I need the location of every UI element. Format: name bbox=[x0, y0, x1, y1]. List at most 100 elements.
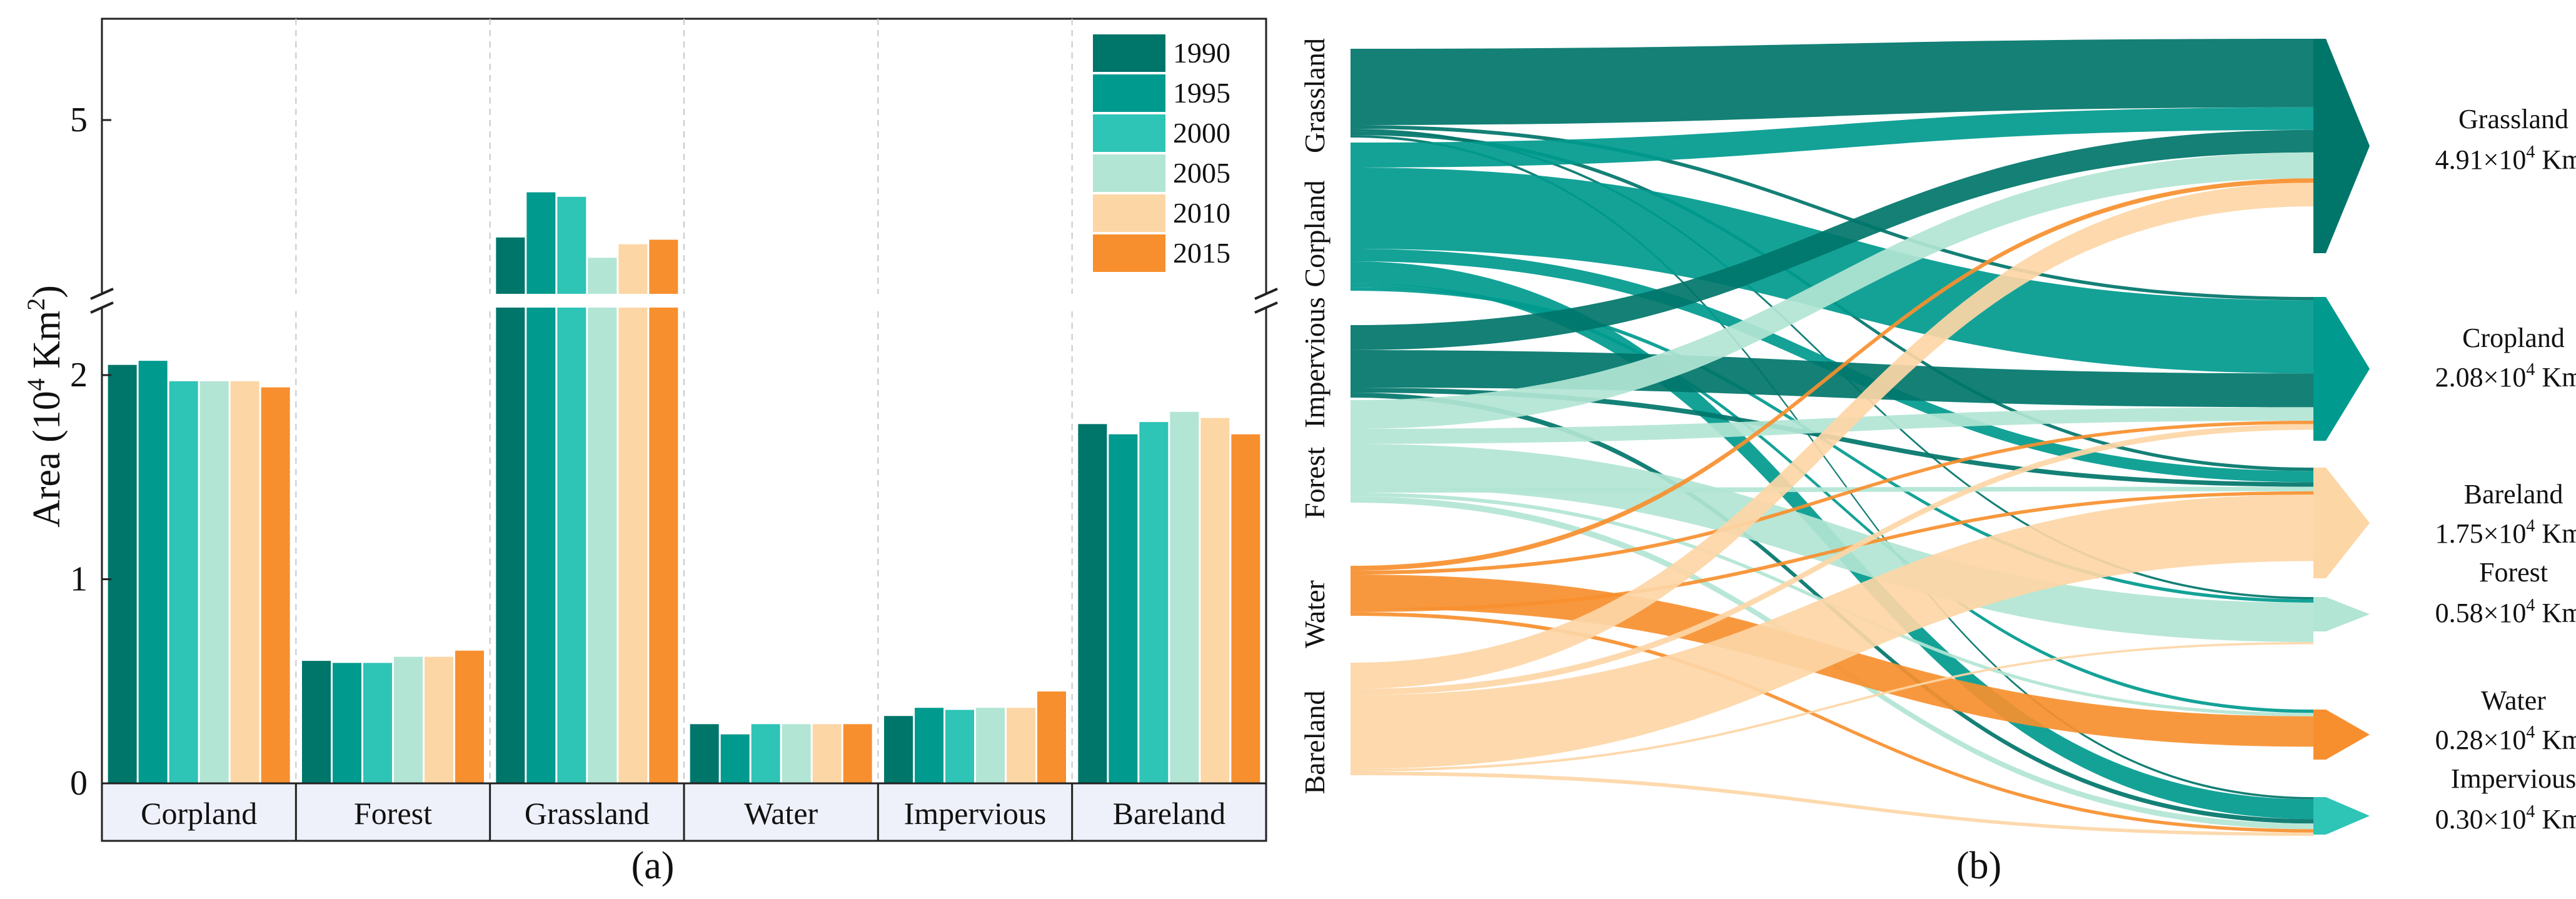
bar bbox=[618, 244, 648, 783]
bar bbox=[1170, 411, 1199, 783]
legend-swatch bbox=[1093, 34, 1165, 72]
bar bbox=[884, 716, 913, 783]
sankey-flow bbox=[1351, 642, 2313, 771]
axis-break-mark-left-2 bbox=[90, 301, 114, 314]
bar bbox=[1037, 691, 1066, 783]
bar-series bbox=[108, 192, 1260, 784]
legend-swatch bbox=[1093, 74, 1165, 112]
sankey-source-label: Forest bbox=[1299, 447, 1331, 519]
legend-swatch bbox=[1093, 194, 1165, 232]
bar bbox=[169, 381, 198, 783]
y-axis-label: Area (104 Km2) bbox=[22, 285, 68, 528]
sankey-target-label: Forest bbox=[2479, 557, 2548, 588]
sankey-flow bbox=[1351, 612, 2313, 833]
legend-label: 2015 bbox=[1173, 237, 1230, 269]
bar-chart-panel: Corpland Forest Grassland Water Impervious Ba… bbox=[22, 18, 1278, 887]
sankey-target-value: 4.91×104 Km2 bbox=[2435, 143, 2576, 175]
sankey-target-labels: Grassland 4.91×104 Km2 Cropland 2.08×104 Km… bbox=[2435, 104, 2576, 835]
bar bbox=[1078, 424, 1107, 783]
bar bbox=[557, 196, 586, 783]
sankey-arrow bbox=[2313, 39, 2370, 253]
sankey-flow bbox=[1351, 107, 2313, 168]
sankey-arrow bbox=[2313, 797, 2370, 835]
bar bbox=[751, 724, 780, 783]
sankey-target-arrows bbox=[2313, 39, 2370, 835]
bar bbox=[649, 239, 678, 783]
sankey-flow bbox=[1351, 129, 2313, 351]
sankey-target-label: Bareland bbox=[2464, 479, 2563, 510]
category-dividers bbox=[295, 19, 1073, 783]
sankey-target-label: Impervious bbox=[2451, 763, 2576, 794]
bar bbox=[1139, 422, 1169, 783]
sankey-arrow bbox=[2313, 710, 2370, 760]
bar bbox=[690, 724, 719, 783]
sankey-source-label: Corpland bbox=[1299, 180, 1331, 287]
category-label: Grassland bbox=[525, 796, 650, 831]
legend-swatch bbox=[1093, 114, 1165, 152]
category-label: Corpland bbox=[141, 796, 257, 831]
panel-b-label: (b) bbox=[1956, 845, 2001, 887]
sankey-arrow bbox=[2313, 468, 2370, 578]
sankey-flow bbox=[1351, 495, 2313, 769]
bar bbox=[1007, 708, 1035, 783]
sankey-source-label: Impervious bbox=[1299, 297, 1331, 428]
category-label: Bareland bbox=[1113, 796, 1225, 831]
legend-label: 2010 bbox=[1173, 197, 1230, 229]
sankey-target-label: Grassland bbox=[2458, 104, 2568, 134]
bar bbox=[976, 708, 1005, 783]
sankey-flow bbox=[1351, 350, 2313, 408]
axis-break-mark-right-2 bbox=[1254, 301, 1278, 314]
bar bbox=[782, 724, 811, 783]
axis-break-gap bbox=[94, 294, 1275, 308]
y-tick-label: 1 bbox=[70, 560, 88, 599]
sankey-arrow bbox=[2313, 597, 2370, 631]
sankey-source-label: Grassland bbox=[1299, 38, 1331, 153]
panel-a-label: (a) bbox=[631, 845, 675, 887]
legend-label: 1995 bbox=[1173, 77, 1230, 109]
category-label: Impervious bbox=[904, 796, 1047, 831]
sankey-target-label: Cropland bbox=[2462, 323, 2565, 353]
bar bbox=[261, 387, 290, 783]
bar bbox=[945, 710, 974, 783]
bar bbox=[1200, 418, 1230, 783]
sankey-flow bbox=[1351, 771, 2313, 836]
bar bbox=[394, 656, 423, 783]
axis-break-mark-left-1 bbox=[90, 288, 114, 300]
legend-label: 1990 bbox=[1173, 37, 1230, 69]
legend-swatch bbox=[1093, 234, 1165, 272]
sankey-source-label: Bareland bbox=[1299, 690, 1331, 794]
sankey-flow bbox=[1351, 178, 2313, 571]
sankey-flows bbox=[1351, 39, 2313, 836]
y-tick-label: 5 bbox=[70, 101, 88, 139]
sankey-flow bbox=[1351, 125, 2313, 301]
sankey-target-value: 2.08×104 Km2 bbox=[2435, 360, 2576, 393]
bar bbox=[333, 663, 361, 783]
bar bbox=[230, 381, 259, 783]
bar bbox=[915, 708, 943, 783]
legend-label: 2005 bbox=[1173, 157, 1230, 189]
category-label: Water bbox=[744, 796, 818, 831]
category-labels: Corpland Forest Grassland Water Impervious Ba… bbox=[141, 783, 1225, 841]
bar bbox=[108, 364, 137, 783]
sankey-flow bbox=[1351, 39, 2313, 125]
sankey-flow bbox=[1351, 135, 2313, 800]
bar bbox=[363, 663, 392, 783]
bar bbox=[199, 381, 229, 783]
sankey-flow bbox=[1351, 152, 2313, 429]
sankey-flow bbox=[1351, 444, 2313, 642]
bar bbox=[455, 650, 484, 783]
category-label: Forest bbox=[354, 796, 432, 831]
legend-swatch bbox=[1093, 154, 1165, 192]
bar bbox=[496, 237, 525, 784]
sankey-arrow bbox=[2313, 297, 2370, 441]
bar bbox=[588, 258, 617, 783]
sankey-panel: Grassland Corpland Impervious Forest Water Ba… bbox=[1299, 38, 2576, 887]
bar bbox=[425, 656, 453, 783]
sankey-flow bbox=[1351, 183, 2313, 689]
sankey-source-labels: Grassland Corpland Impervious Forest Water Ba… bbox=[1299, 38, 1331, 795]
sankey-target-value: 0.28×104 Km2 bbox=[2435, 723, 2576, 755]
bar bbox=[138, 361, 168, 783]
bar bbox=[720, 734, 750, 783]
sankey-flow bbox=[1351, 491, 2313, 612]
